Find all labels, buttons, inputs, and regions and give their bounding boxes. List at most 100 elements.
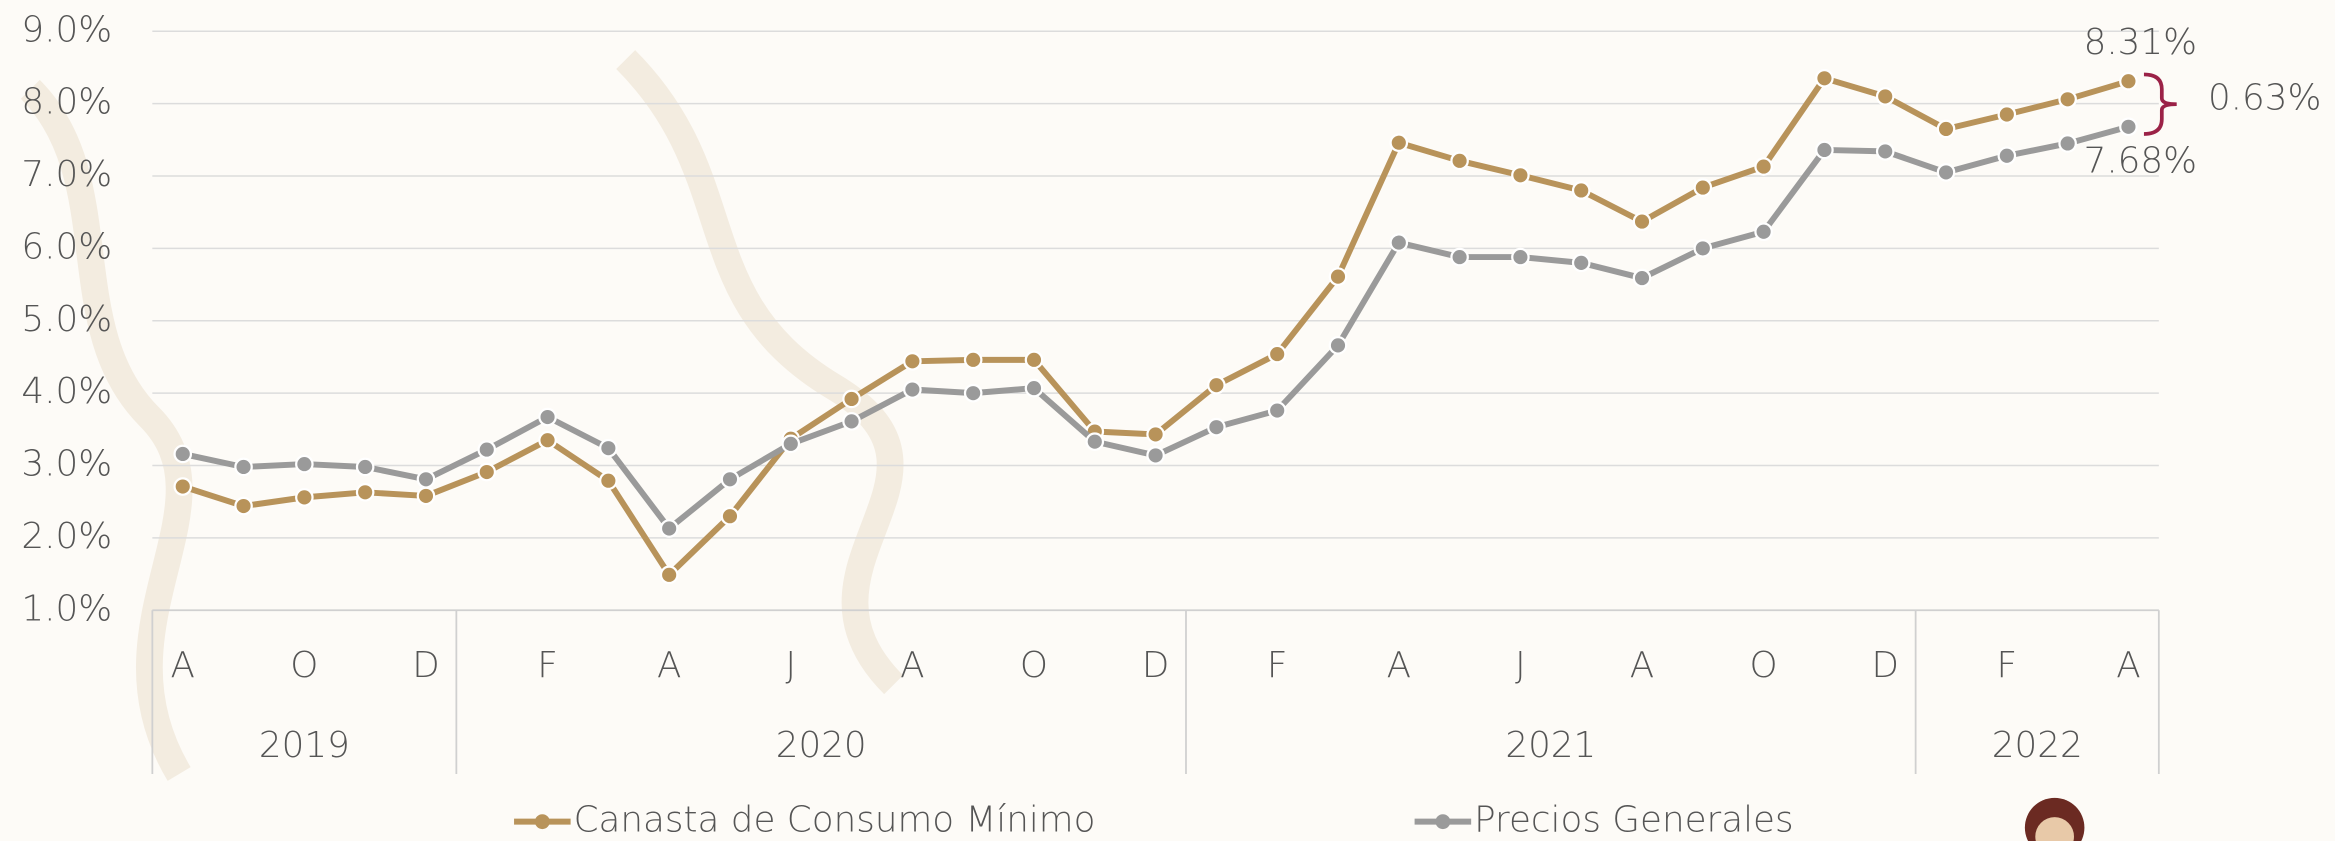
data-point — [1328, 267, 1348, 286]
x-tick-label: J — [1515, 645, 1526, 686]
data-point — [659, 519, 679, 538]
data-point — [1754, 157, 1773, 176]
data-point — [1997, 146, 2017, 166]
data-point — [173, 444, 193, 464]
x-tick-label: A — [900, 645, 924, 686]
data-point — [2119, 71, 2138, 91]
data-point — [1693, 239, 1713, 258]
data-point — [963, 383, 983, 403]
data-point — [1815, 69, 1834, 88]
data-point — [1146, 446, 1165, 465]
data-point — [1997, 105, 2017, 124]
x-tick-label: J — [786, 645, 797, 686]
portrait-icon — [2024, 797, 2085, 841]
background-pattern — [20, 50, 904, 781]
data-point — [355, 483, 375, 502]
data-point — [903, 351, 922, 371]
x-tick-label: O — [1750, 645, 1778, 686]
portrait-face — [2035, 817, 2074, 841]
pattern-stroke — [616, 50, 904, 695]
data-point — [538, 407, 557, 427]
data-point — [599, 471, 618, 491]
data-point — [781, 434, 801, 454]
legend-swatch-marker — [534, 814, 550, 830]
data-point — [416, 486, 436, 506]
x-tick-label: A — [657, 645, 681, 686]
x-tick-label: D — [412, 645, 440, 686]
difference-bracket — [2143, 72, 2177, 136]
x-tick-label: F — [537, 645, 558, 686]
data-point — [1632, 268, 1652, 288]
data-point — [1450, 151, 1469, 171]
data-point — [599, 438, 618, 458]
data-point — [1571, 181, 1591, 200]
data-point — [1024, 350, 1044, 370]
x-tick-label: D — [1142, 645, 1170, 686]
y-tick-label: 9.0% — [21, 9, 112, 50]
data-point — [1815, 140, 1834, 160]
data-point — [477, 440, 497, 459]
data-point — [1207, 417, 1226, 437]
year-label: 2022 — [1992, 725, 2083, 766]
data-point — [1146, 425, 1165, 444]
data-point — [355, 457, 375, 477]
data-point — [1936, 119, 1956, 139]
x-tick-label: A — [1387, 645, 1411, 686]
data-point — [1511, 247, 1530, 267]
x-tick-label: F — [1267, 645, 1288, 686]
data-point — [173, 477, 193, 496]
data-label: 7.68% — [2084, 141, 2197, 182]
data-point — [416, 469, 436, 489]
legend-swatch-marker — [1435, 814, 1451, 830]
y-tick-label: 1.0% — [21, 588, 112, 629]
y-tick-label: 5.0% — [21, 299, 112, 340]
data-point — [2058, 134, 2077, 153]
data-point — [903, 380, 922, 399]
x-tick-label: O — [1020, 645, 1048, 686]
y-tick-label: 3.0% — [21, 444, 112, 485]
x-tick-label: D — [1871, 645, 1899, 686]
year-label: 2021 — [1505, 725, 1596, 766]
legend-label: Precios Generales — [1474, 800, 1794, 841]
data-point — [477, 462, 497, 482]
data-point — [720, 469, 740, 489]
data-point — [1875, 142, 1895, 161]
data-point — [1207, 375, 1226, 395]
data-point — [295, 454, 314, 474]
data-point — [1267, 401, 1287, 420]
data-point — [842, 412, 861, 431]
data-point — [1511, 165, 1530, 185]
data-point — [1571, 253, 1591, 273]
data-point — [963, 350, 983, 370]
year-label: 2020 — [776, 725, 867, 766]
y-tick-label: 4.0% — [21, 371, 112, 412]
y-tick-label: 2.0% — [21, 516, 112, 557]
data-point — [1024, 378, 1044, 398]
year-label: 2019 — [259, 725, 350, 766]
data-point — [659, 565, 679, 585]
x-tick-label: A — [1630, 645, 1654, 686]
data-point — [2119, 117, 2138, 137]
legend-label: Canasta de Consumo Mínimo — [574, 800, 1096, 841]
data-point — [1693, 178, 1713, 197]
data-point — [234, 457, 253, 477]
data-point — [1267, 344, 1287, 364]
y-tick-label: 8.0% — [21, 82, 112, 123]
data-point — [1632, 212, 1652, 231]
data-point — [842, 389, 861, 409]
data-point — [1389, 233, 1409, 252]
data-point — [1754, 222, 1773, 242]
data-point — [295, 488, 314, 507]
data-point — [234, 496, 253, 516]
data-point — [2058, 89, 2077, 109]
data-point — [538, 430, 557, 450]
x-tick-label: A — [171, 645, 195, 686]
data-point — [720, 506, 740, 526]
x-tick-label: O — [290, 645, 318, 686]
x-tick-label: A — [2116, 645, 2140, 686]
pattern-stroke — [20, 79, 193, 781]
data-point — [1085, 432, 1105, 451]
y-tick-label: 6.0% — [21, 226, 112, 267]
